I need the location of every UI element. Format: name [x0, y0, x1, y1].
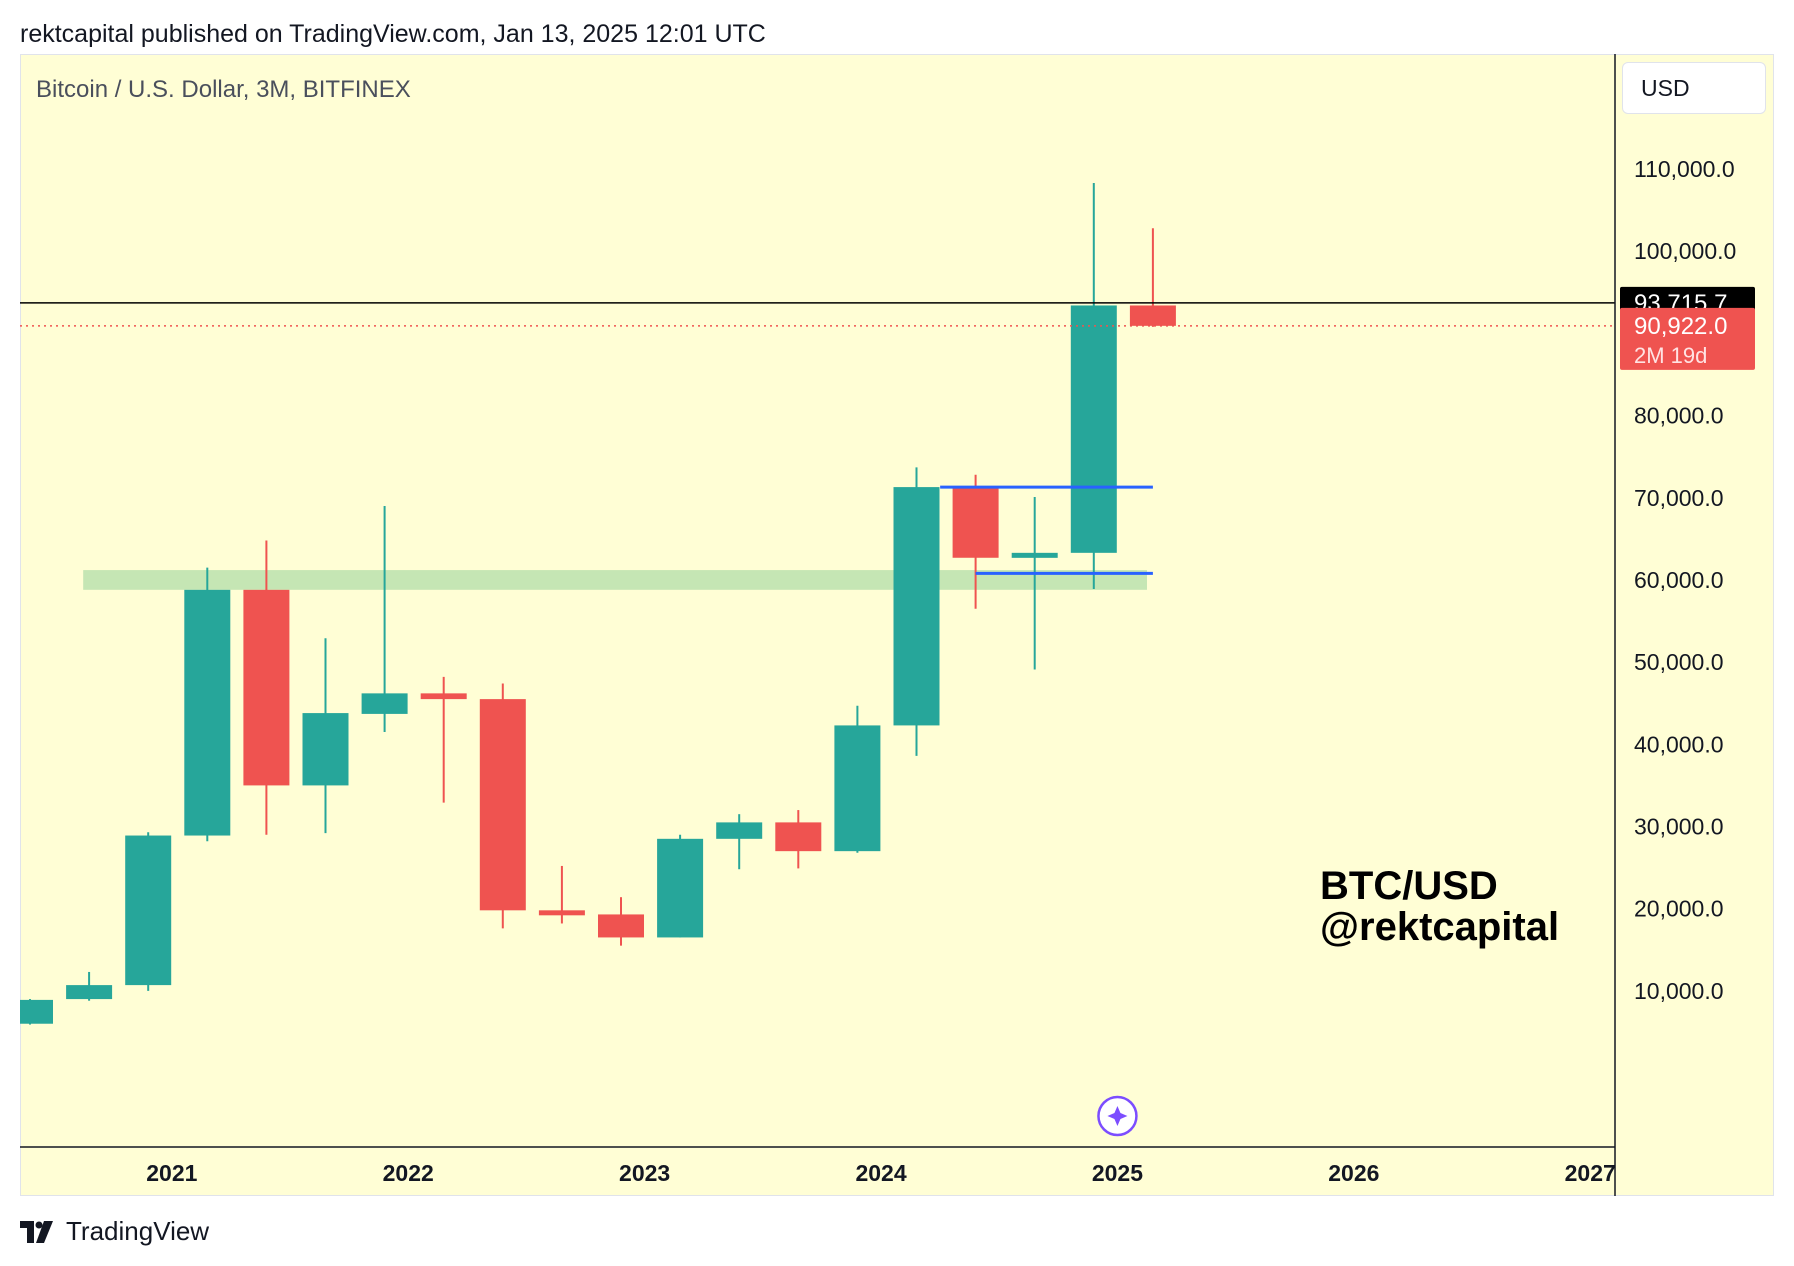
y-tick-label: 60,000.0 — [1634, 567, 1724, 593]
candle-down[interactable] — [952, 487, 999, 558]
symbol-title: Bitcoin / U.S. Dollar, 3M, BITFINEX — [36, 76, 411, 103]
tradingview-logo-icon — [20, 1220, 53, 1243]
y-tick-label: 80,000.0 — [1634, 403, 1724, 429]
candle-up[interactable] — [834, 725, 881, 852]
candle-down[interactable] — [420, 693, 467, 700]
candle-down[interactable] — [538, 910, 585, 916]
y-tick-label: 110,000.0 — [1634, 156, 1735, 182]
y-tick-label: 70,000.0 — [1634, 485, 1724, 511]
x-tick-label: 2027 — [1565, 1160, 1616, 1186]
sparkle-icon — [1107, 1106, 1128, 1126]
candle-down[interactable] — [775, 822, 822, 852]
y-tick-label: 30,000.0 — [1634, 813, 1724, 839]
support-zone — [83, 570, 1147, 590]
candle-up[interactable] — [893, 487, 940, 726]
tradingview-logo[interactable]: TradingView — [20, 1216, 209, 1247]
candle-up[interactable] — [361, 693, 408, 714]
candle-up[interactable] — [1011, 552, 1058, 558]
candle-down[interactable] — [243, 589, 290, 786]
watermark-line-1: BTC/USD — [1320, 864, 1498, 908]
last-price-label: 90,922.0 — [1634, 313, 1727, 340]
y-tick-label: 40,000.0 — [1634, 731, 1724, 757]
candle-up[interactable] — [1070, 305, 1117, 553]
y-tick-label: 20,000.0 — [1634, 896, 1724, 922]
candle-down[interactable] — [1129, 305, 1176, 326]
bar-countdown-label: 2M 19d — [1634, 343, 1707, 368]
candle-down[interactable] — [479, 699, 526, 911]
candle-up[interactable] — [302, 713, 349, 786]
watermark-line-2: @rektcapital — [1320, 905, 1560, 949]
candle-up[interactable] — [7, 999, 53, 1024]
candle-up[interactable] — [184, 589, 231, 836]
candle-up[interactable] — [66, 985, 113, 1000]
tradingview-logo-text: TradingView — [66, 1216, 210, 1246]
x-tick-label: 2025 — [1092, 1160, 1143, 1186]
x-tick-label: 2023 — [619, 1160, 670, 1186]
x-tick-label: 2024 — [855, 1160, 906, 1186]
candle-down[interactable] — [598, 914, 644, 938]
y-tick-label: 100,000.0 — [1634, 238, 1736, 264]
candle-up[interactable] — [125, 835, 172, 986]
y-tick-label: 50,000.0 — [1634, 649, 1724, 675]
x-tick-label: 2022 — [383, 1160, 434, 1186]
x-tick-label: 2021 — [146, 1160, 197, 1186]
y-tick-label: 10,000.0 — [1634, 978, 1724, 1004]
candle-up[interactable] — [716, 822, 763, 839]
last-price-tag — [1620, 307, 1755, 370]
publisher-line: rektcapital published on TradingView.com… — [20, 20, 766, 48]
watermark: BTC/USD @rektcapital — [1320, 866, 1559, 948]
x-tick-label: 2026 — [1328, 1160, 1379, 1186]
candle-up[interactable] — [657, 838, 704, 938]
currency-button[interactable]: USD — [1622, 62, 1766, 114]
